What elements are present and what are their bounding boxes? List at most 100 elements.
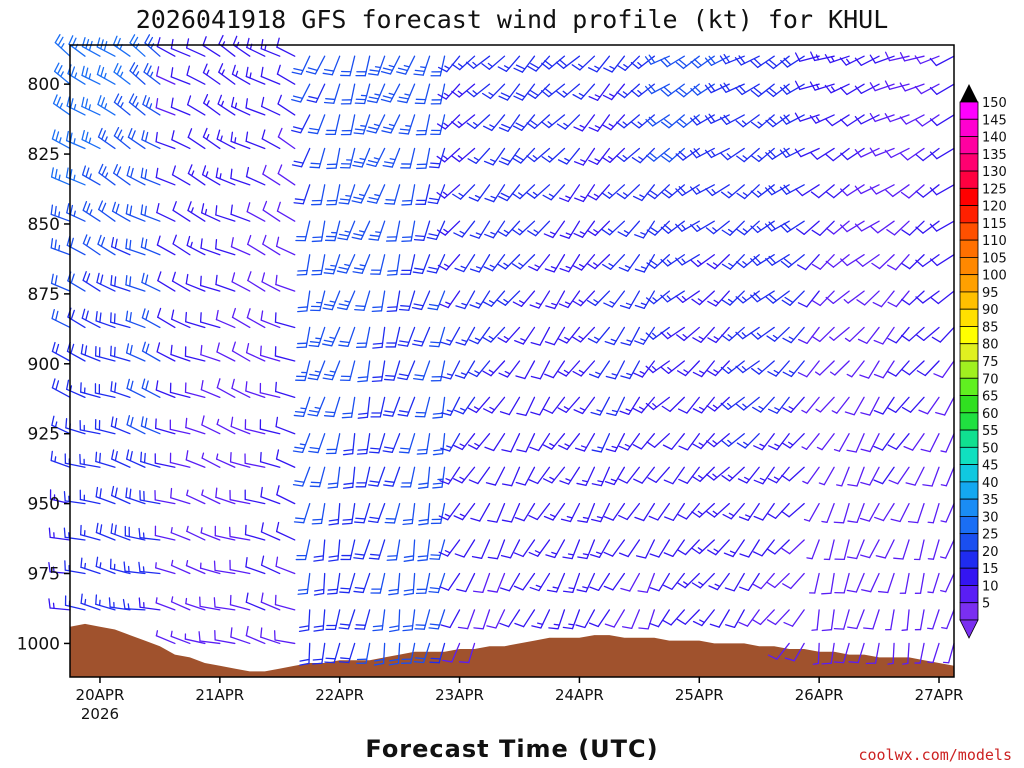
colorbar-tick-label: 120 — [982, 200, 1007, 215]
wind-barb — [231, 307, 251, 329]
wind-barb — [231, 272, 251, 292]
wind-barb — [753, 502, 775, 521]
wind-barb — [468, 326, 491, 345]
wind-barb — [155, 630, 176, 645]
wind-barb — [557, 396, 581, 414]
wind-barb — [262, 234, 281, 256]
wind-barb — [846, 572, 865, 593]
wind-barb — [418, 502, 431, 526]
wind-barb — [844, 396, 865, 416]
colorbar-tick-label: 60 — [982, 407, 999, 422]
wind-barb — [51, 378, 71, 399]
wind-barb — [417, 466, 431, 489]
wind-barb — [586, 290, 611, 307]
wind-barb — [887, 433, 910, 450]
wind-barb — [455, 326, 476, 346]
colorbar-swatch — [959, 153, 979, 172]
wind-barb — [457, 609, 476, 630]
wind-barb — [338, 642, 356, 664]
wind-barb — [859, 360, 880, 379]
wind-barb — [631, 114, 655, 129]
wind-barb — [366, 114, 386, 134]
wind-barb — [313, 572, 326, 596]
wind-barb — [794, 112, 820, 122]
wind-barb — [556, 83, 581, 98]
wind-barb — [401, 184, 416, 206]
wind-barb — [185, 559, 206, 575]
wind-barb — [172, 201, 191, 222]
wind-barb — [110, 485, 131, 505]
wind-barb — [854, 83, 880, 94]
wind-barb — [155, 562, 176, 575]
colorbar-tick-label: 115 — [982, 217, 1007, 232]
wind-barb — [675, 290, 700, 304]
colorbar-swatch — [959, 136, 979, 155]
wind-barb — [846, 360, 865, 378]
wind-barb — [529, 433, 551, 452]
wind-barb — [645, 114, 670, 127]
wind-barb — [274, 381, 296, 399]
wind-barb — [262, 200, 281, 222]
colorbar-swatch — [959, 360, 979, 379]
colorbar-swatch — [959, 498, 979, 517]
wind-barb — [430, 55, 446, 77]
wind-barb — [64, 560, 86, 575]
wind-barb — [676, 326, 700, 342]
wind-barb — [276, 64, 296, 85]
wind-barb — [456, 572, 476, 593]
wind-barb — [324, 642, 341, 664]
wind-barb — [82, 234, 101, 256]
wind-barb — [885, 184, 910, 198]
y-tick-label: 975 — [28, 565, 60, 585]
colorbar-swatch — [959, 274, 979, 293]
wind-barb — [371, 290, 386, 313]
wind-barb — [340, 83, 356, 105]
wind-barb — [884, 51, 910, 62]
wind-barb — [501, 466, 521, 487]
wind-barb — [704, 147, 730, 159]
wind-barb — [470, 502, 491, 522]
wind-barb — [260, 66, 281, 85]
wind-barb — [590, 539, 611, 558]
wind-barb — [354, 290, 371, 311]
wind-barb — [398, 290, 416, 311]
wind-barb — [660, 254, 685, 267]
wind-barb — [558, 433, 581, 451]
wind-barb — [125, 487, 146, 505]
wind-barb — [621, 609, 641, 630]
wind-barb — [169, 382, 191, 399]
wind-barb — [157, 271, 176, 292]
wind-barb — [940, 539, 955, 559]
wind-barb — [156, 66, 176, 85]
colorbar-swatch — [959, 585, 979, 604]
wind-barb — [483, 147, 506, 166]
wind-barb — [428, 609, 446, 630]
wind-barb — [202, 127, 221, 150]
x-tick-label: 26APR — [795, 686, 844, 704]
wind-barb — [415, 184, 431, 205]
colorbar-swatch — [959, 101, 979, 120]
wind-barb — [846, 539, 865, 560]
wind-barb — [110, 345, 131, 362]
wind-barb — [678, 433, 700, 451]
wind-barb — [512, 290, 536, 307]
wind-barb — [140, 451, 161, 468]
wind-barb — [299, 642, 311, 666]
colorbar-tick-label: 50 — [982, 441, 999, 456]
wind-barb — [244, 489, 266, 505]
wind-barb — [440, 326, 461, 346]
wind-barb — [676, 572, 700, 589]
wind-barb — [573, 396, 596, 415]
colorbar-swatch — [959, 550, 979, 569]
wind-barb — [499, 572, 521, 592]
wind-barb — [185, 597, 206, 611]
wind-barb — [929, 55, 955, 67]
wind-barb — [705, 184, 730, 197]
wind-barb — [499, 396, 521, 416]
wind-barb — [587, 55, 611, 73]
wind-barb — [142, 95, 161, 116]
wind-barb — [338, 609, 356, 630]
wind-barb — [779, 147, 805, 158]
wind-barb — [632, 433, 655, 450]
wind-barb — [170, 38, 191, 57]
